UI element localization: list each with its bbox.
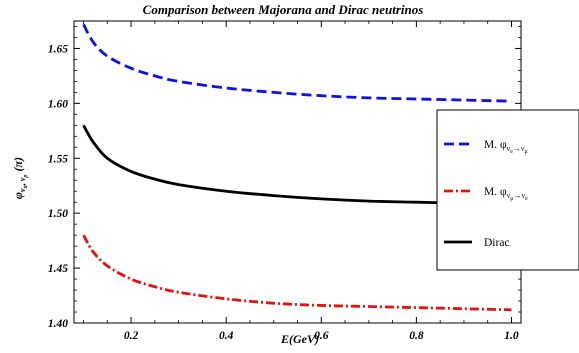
x-tick-label: 1.0 [504, 330, 519, 342]
legend-label-1: M. φνμ→νe [484, 186, 528, 202]
y-axis-label-main: φ [11, 192, 25, 199]
series-group [82, 23, 512, 312]
y-tick-label: 1.50 [48, 208, 68, 220]
y-axis-label-subsub2: ρ [23, 174, 29, 178]
legend-label-0: M. φνe→νμ [484, 139, 528, 155]
y-axis-label: φνα, νρ (π) [11, 157, 29, 199]
x-tick-label: 0.2 [124, 330, 139, 342]
series-line-0 [82, 23, 512, 103]
x-tick-label: 0.4 [219, 330, 234, 342]
y-tick-label: 1.45 [48, 263, 68, 275]
x-axis-label: E(GeV) [280, 332, 319, 346]
chart-title: Comparison between Majorana and Dirac ne… [143, 2, 424, 17]
y-tick-label: 1.60 [48, 98, 68, 110]
y-axis-label-subsub: α [23, 184, 29, 188]
y-axis-label-unit: (π) [11, 157, 25, 175]
series-line-2 [82, 124, 512, 206]
x-tick-label: 0.8 [409, 330, 424, 342]
x-tick-label: 0.6 [314, 330, 329, 342]
y-tick-label: 1.40 [48, 318, 68, 330]
series-line-1 [82, 234, 512, 312]
y-axis-label-sub: ν [18, 188, 27, 192]
legend: M. φνe→νμ M. φνμ→νe Dirac [436, 109, 579, 271]
y-axis-label-sub2: , ν [18, 177, 27, 186]
legend-label-2: Dirac [484, 237, 510, 249]
y-tick-label: 1.55 [48, 153, 68, 165]
y-tick-label: 1.65 [48, 43, 68, 55]
x-axis: 0.2 0.4 0.6 0.8 1.0 [83, 21, 519, 342]
